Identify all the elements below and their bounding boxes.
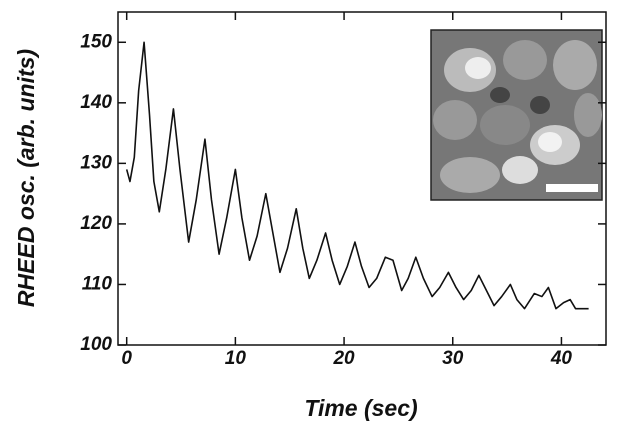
data-line (125, 41, 589, 310)
plot-frame (117, 11, 607, 346)
y-tick-label: 150 (80, 31, 112, 52)
x-tick-label: 40 (550, 348, 573, 369)
inset-image (430, 29, 603, 201)
x-tick-label: 0 (121, 348, 132, 369)
y-tick-label: 120 (80, 213, 112, 234)
x-tick-label: 20 (332, 348, 355, 369)
x-tick-label: 10 (225, 348, 247, 369)
y-tick-label: 140 (80, 92, 112, 113)
x-tick-label: 30 (442, 348, 464, 369)
y-tick-label: 130 (80, 152, 112, 173)
y-tick-label: 100 (80, 334, 112, 355)
y-axis-label: RHEED osc. (arb. units) (13, 49, 39, 307)
y-tick-label: 110 (82, 273, 113, 294)
x-axis-label: Time (sec) (304, 395, 417, 421)
